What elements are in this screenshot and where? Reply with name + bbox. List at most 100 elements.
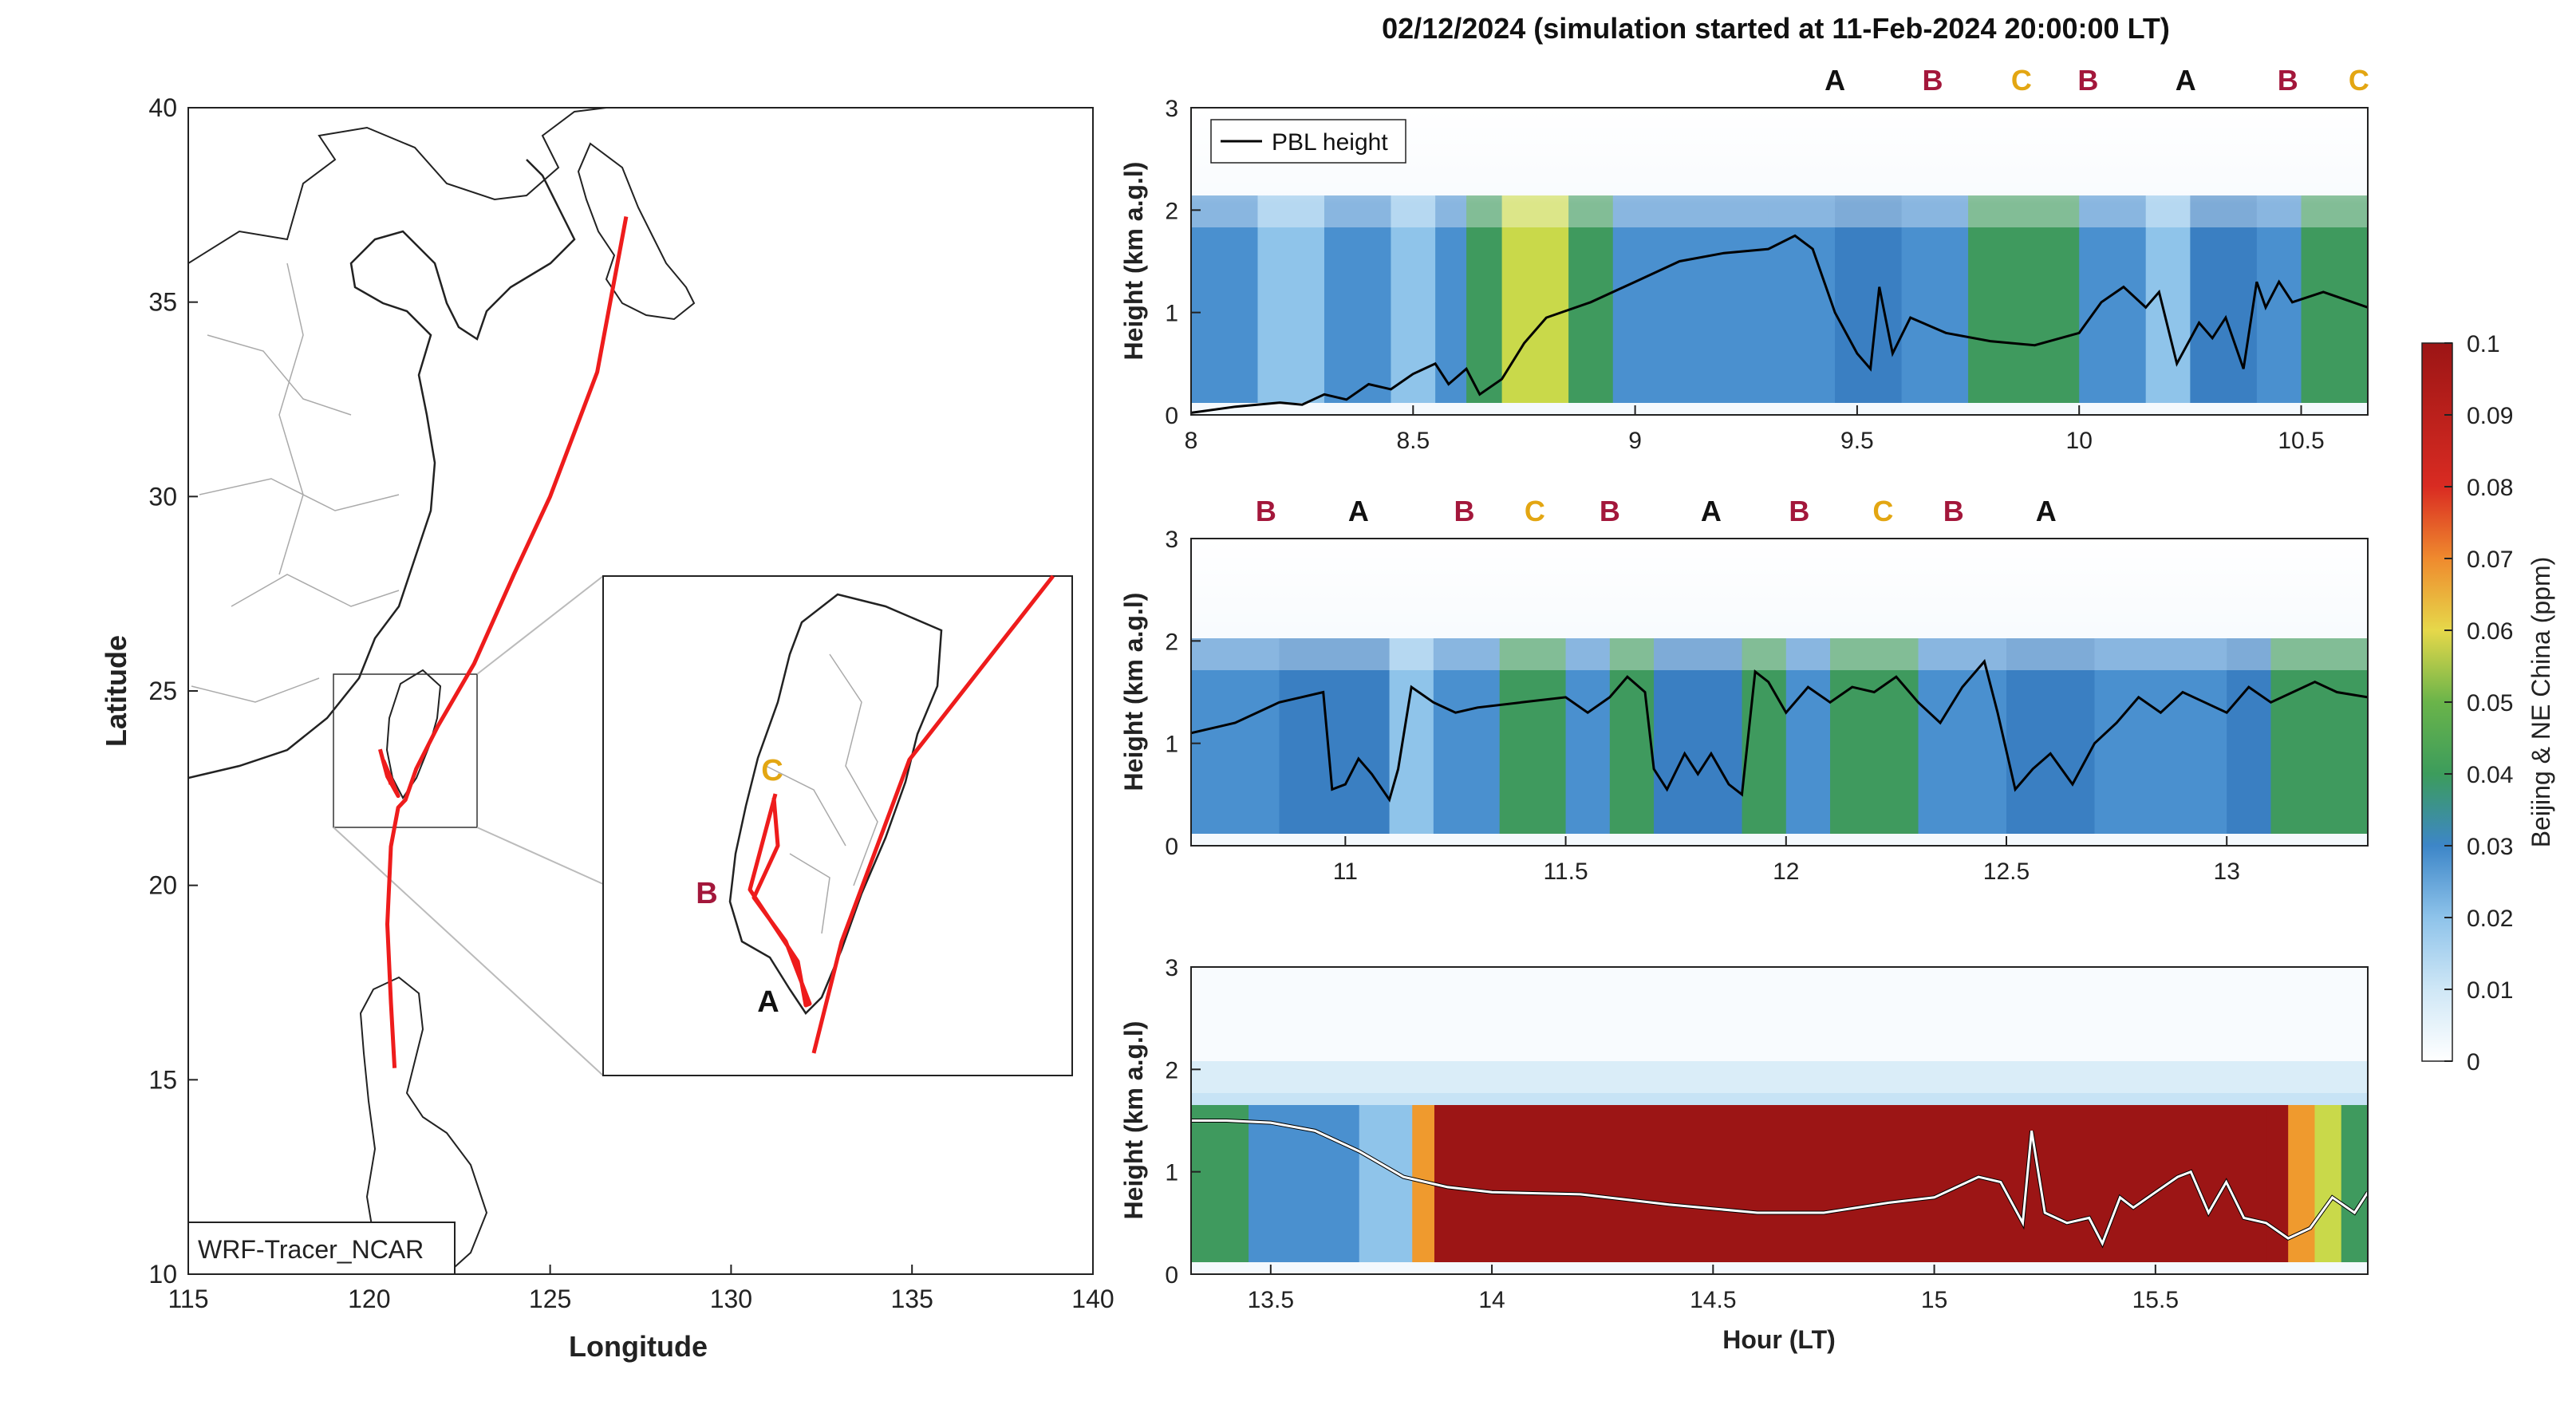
field-band	[1918, 638, 2008, 834]
map-y-tick-label: 25	[148, 677, 177, 705]
location-marker-c: C	[2011, 64, 2032, 97]
y-tick-label: 0	[1165, 403, 1178, 429]
colorbar-ticks: 0 0.01 0.02 0.03 0.04 0.05 0.06 0.07 0.08 0.09 0.1	[2444, 331, 2513, 1076]
x-tick-label: 11.5	[1543, 858, 1588, 885]
x-tick-label: 12.5	[1983, 858, 2030, 885]
model-label: WRF-Tracer_NCAR	[198, 1235, 424, 1264]
colorbar: 0 0.01 0.02 0.03 0.04 0.05 0.06 0.07 0.08 0.09 0.1…	[2421, 331, 2555, 1076]
x-tick-label: 10.5	[2278, 428, 2324, 454]
map-x-tick-label: 135	[891, 1285, 933, 1313]
inset-locator-box	[333, 673, 478, 828]
location-marker-b: B	[2278, 64, 2298, 97]
colorbar-tick-label: 0.02	[2467, 906, 2513, 932]
field-band	[2341, 1105, 2368, 1262]
colorbar-tick-label: 0.05	[2467, 690, 2513, 716]
x-tick-label: 11	[1333, 858, 1358, 885]
panel-1-x-ticks: 8 8.5 9 9.5 10 10.5	[1185, 405, 2325, 454]
location-marker-a: A	[1348, 495, 1369, 527]
map-y-tick-label: 10	[148, 1260, 177, 1289]
field-band	[1830, 638, 1919, 834]
colorbar-tick-label: 0.08	[2467, 475, 2513, 501]
field-band	[1191, 1105, 1250, 1262]
field-band	[1249, 1105, 1360, 1262]
x-tick-label: 14	[1478, 1287, 1505, 1313]
panel-3-y-ticks: 0 1 2 3	[1165, 955, 1201, 1289]
field-band	[1785, 638, 1832, 834]
map-y-tick-label: 35	[148, 288, 177, 317]
field-band	[1257, 195, 1325, 403]
x-tick-label: 10	[2066, 428, 2093, 454]
location-marker-b: B	[1454, 495, 1475, 527]
colorbar-tick-label: 0.07	[2467, 547, 2513, 573]
location-marker-b: B	[1789, 495, 1809, 527]
map-y-ticks: 10 15 20 25 30 35 40	[148, 93, 198, 1289]
map-land	[188, 108, 696, 1274]
trajectory-branch	[377, 748, 400, 799]
map-y-tick-label: 20	[148, 871, 177, 900]
field-band	[1433, 638, 1501, 834]
y-tick-label: 2	[1165, 629, 1178, 655]
field-band	[1609, 638, 1655, 834]
field-band	[1768, 195, 1836, 403]
y-tick-label: 3	[1165, 955, 1178, 981]
location-marker-b: B	[2077, 64, 2098, 97]
panel-3-y-label: Height (km a.g.l)	[1119, 1021, 1148, 1220]
field-band	[2270, 638, 2368, 834]
colorbar-tick-label: 0.1	[2467, 331, 2500, 357]
map-x-tick-label: 130	[710, 1285, 752, 1313]
location-marker-c: C	[1525, 495, 1545, 527]
y-tick-label: 0	[1165, 834, 1178, 860]
x-tick-label: 13	[2214, 858, 2240, 885]
map-x-tick-label: 140	[1071, 1285, 1114, 1313]
field-band	[1654, 638, 1743, 834]
field-band	[1324, 195, 1392, 403]
location-marker-c: C	[1872, 495, 1893, 527]
location-marker-b: B	[1600, 495, 1620, 527]
pbl-legend: PBL height	[1210, 119, 1406, 164]
colorbar-tick-label: 0	[2467, 1049, 2480, 1076]
y-tick-label: 3	[1165, 527, 1178, 553]
x-tick-label: 8	[1185, 428, 1198, 454]
y-tick-label: 0	[1165, 1262, 1178, 1289]
x-tick-label: 8.5	[1396, 428, 1430, 454]
colorbar-tick-label: 0.04	[2467, 762, 2513, 788]
field-band	[1435, 195, 1468, 403]
field-band	[1279, 638, 1391, 834]
field-band	[1968, 195, 2081, 403]
colorbar-tick-label: 0.03	[2467, 834, 2513, 860]
field-band	[2190, 195, 2258, 403]
x-tick-label: 9.5	[1840, 428, 1874, 454]
taiwan-inset: C B A	[602, 574, 1073, 1076]
panel-3-x-label: Hour (LT)	[1722, 1325, 1836, 1354]
field-band	[2227, 638, 2272, 834]
field-band	[2256, 195, 2302, 403]
panel-1-y-ticks: 0 1 2 3	[1165, 96, 1201, 429]
map-y-tick-label: 15	[148, 1065, 177, 1094]
y-tick-label: 1	[1165, 301, 1178, 327]
location-marker-c: C	[2349, 64, 2369, 97]
field-band	[1612, 195, 1769, 403]
map-x-tick-label: 115	[168, 1285, 208, 1313]
pbl-height-line-1	[1191, 234, 2368, 414]
colorbar-tick-label: 0.01	[2467, 977, 2513, 1004]
map-x-label: Longitude	[569, 1330, 708, 1363]
map-y-label: Latitude	[100, 635, 132, 747]
pbl-height-line-2	[1191, 658, 2368, 803]
x-tick-label: 12	[1773, 858, 1799, 885]
field-band	[1499, 638, 1567, 834]
pbl-legend-label: PBL height	[1272, 129, 1388, 156]
x-tick-label: 15.5	[2132, 1287, 2179, 1313]
field-band	[1434, 1105, 2267, 1262]
field-band	[1501, 195, 1570, 403]
panel-1-y-label: Height (km a.g.l)	[1119, 162, 1148, 361]
model-label-box	[187, 1222, 456, 1275]
panel-2-x-ticks: 11 11.5 12 12.5 13	[1333, 836, 2240, 885]
inset-label-c: C	[761, 754, 783, 787]
field-band	[1391, 195, 1437, 403]
field-band	[1359, 1105, 1414, 1262]
y-tick-label: 1	[1165, 732, 1178, 758]
